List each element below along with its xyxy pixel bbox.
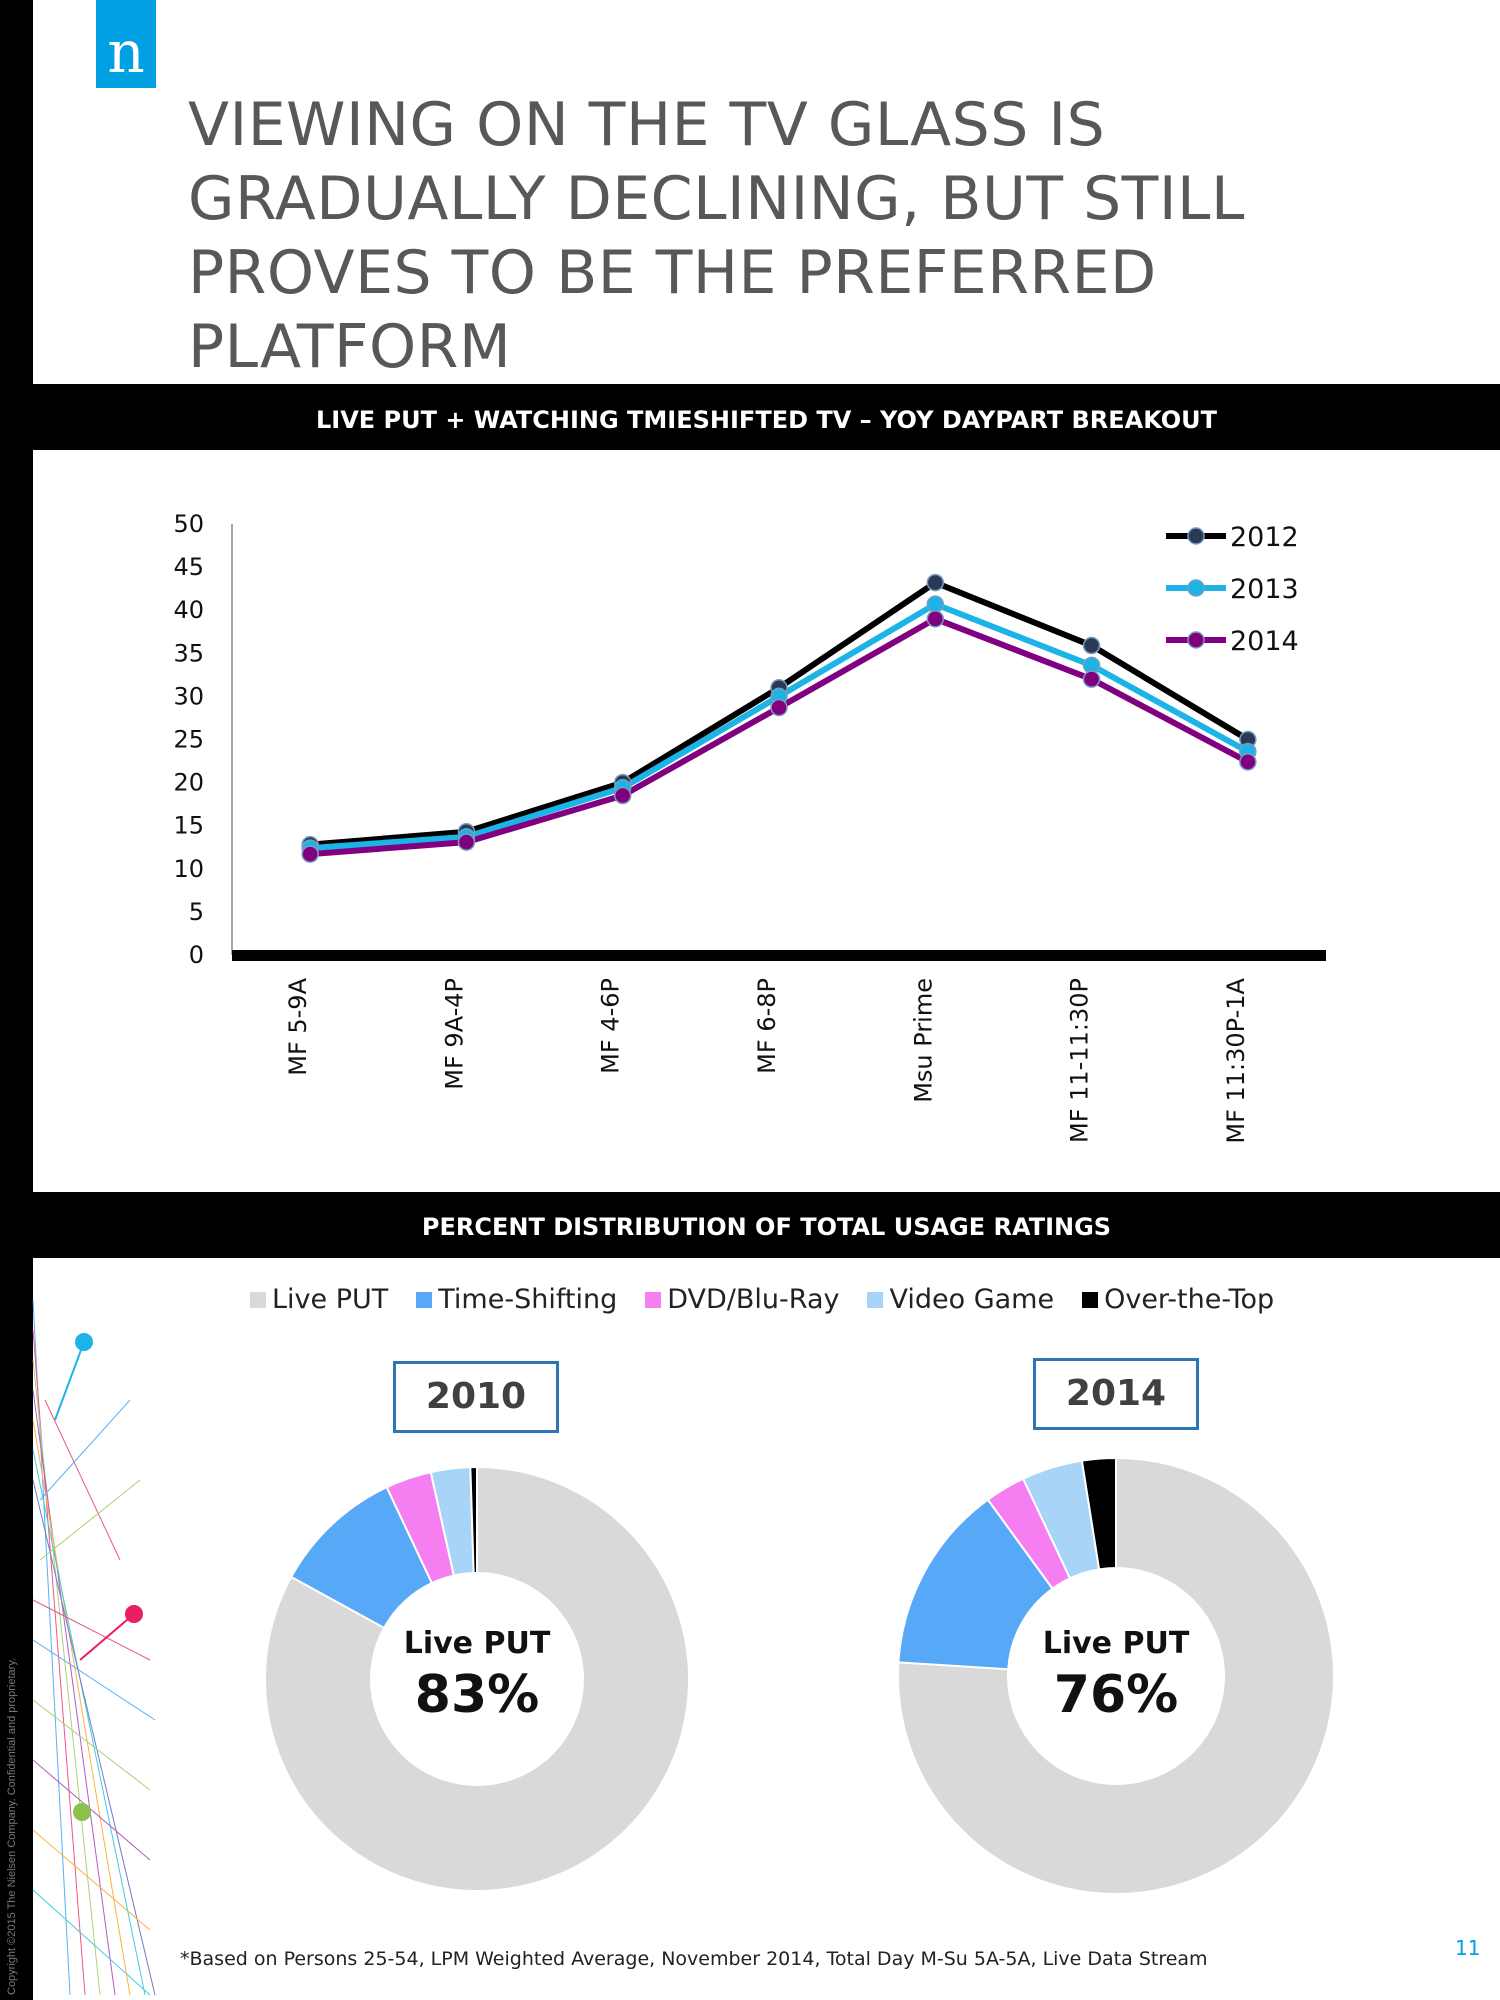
legend-marker-2013 [1187, 579, 1205, 597]
y-tick-label: 0 [189, 941, 204, 969]
slice-live-put [897, 1456, 1335, 1895]
slice-over-the-top [1080, 1456, 1117, 1571]
y-tick-label: 15 [173, 812, 204, 840]
series-point-2012 [1082, 636, 1101, 655]
left-decorative-strip [0, 0, 33, 2000]
y-tick-label: 5 [189, 898, 204, 926]
donut-2010-year-label: 2010 [393, 1361, 559, 1433]
donut-2010-center-title: Live PUT [403, 1626, 551, 1661]
decorative-dot-blue [75, 1333, 93, 1351]
legend-swatch-ott [1082, 1291, 1099, 1308]
series-point-2014 [301, 845, 319, 863]
nielsen-logo: n [96, 0, 156, 88]
legend-label-2013: 2013 [1230, 574, 1299, 605]
series-point-2012 [926, 573, 945, 592]
legend-label-video-game: Video Game [889, 1284, 1055, 1315]
series-point-2014 [1239, 753, 1257, 771]
donut-2014-center-title: Live PUT [1042, 1626, 1190, 1661]
y-tick-label: 25 [173, 726, 204, 754]
slice-over-the-top [469, 1465, 478, 1575]
y-tick-label: 50 [173, 510, 204, 538]
legend-item-ott: Over-the-Top [1082, 1284, 1274, 1315]
donut-2010-center-value: 83% [414, 1665, 540, 1725]
mesh-pattern [32, 1299, 156, 1996]
series-point-2014 [770, 698, 788, 717]
donut-2014-year-label: 2014 [1033, 1358, 1199, 1430]
slice-live-put [264, 1465, 690, 1892]
x-tick-label: MF 4-6P [597, 978, 625, 1074]
x-tick-label: MF 5-9A [284, 977, 312, 1075]
decorative-dot-red [125, 1605, 143, 1623]
donut-section-title: PERCENT DISTRIBUTION OF TOTAL USAGE RATI… [33, 1192, 1500, 1258]
series-point-2014 [1082, 670, 1101, 688]
series-point-2014 [613, 786, 632, 805]
y-tick-label: 40 [173, 596, 204, 624]
legend-label-live-put: Live PUT [272, 1284, 389, 1315]
donut-legend: Live PUT Time-Shifting DVD/Blu-Ray Video… [250, 1284, 1274, 1315]
y-tick-label: 20 [173, 769, 204, 797]
x-tick-label: MF 11-11:30P [1066, 978, 1094, 1143]
legend-item-time-shifting: Time-Shifting [416, 1284, 617, 1315]
page-title: VIEWING ON THE TV GLASS IS GRADUALLY DEC… [188, 90, 1245, 382]
legend-item-dvd: DVD/Blu-Ray [645, 1284, 839, 1315]
legend-label-ott: Over-the-Top [1104, 1284, 1275, 1315]
donut-2010-center-label: Live PUT 83% [367, 1626, 587, 1725]
y-tick-label: 35 [173, 639, 204, 667]
legend-swatch-video-game [867, 1291, 884, 1308]
legend-marker-2014 [1187, 631, 1205, 649]
decorative-dot-green [73, 1803, 91, 1821]
x-tick-label: MF 11:30P-1A [1222, 977, 1250, 1143]
legend-swatch-dvd [645, 1291, 662, 1308]
legend-label-time-shifting: Time-Shifting [438, 1284, 618, 1315]
series-point-2014 [926, 610, 945, 628]
y-tick-label: 30 [173, 682, 204, 710]
legend-swatch-time-shifting [416, 1291, 433, 1308]
page-number: 11 [1455, 1936, 1481, 1960]
legend-swatch-live-put [250, 1291, 266, 1308]
slice-time-shifting [897, 1498, 1054, 1671]
legend-item-live-put: Live PUT [250, 1284, 388, 1315]
series-point-2014 [457, 833, 476, 851]
y-tick-label: 45 [173, 553, 204, 581]
footnote: *Based on Persons 25-54, LPM Weighted Av… [180, 1948, 1208, 1970]
x-tick-label: MF 9A-4P [440, 978, 468, 1090]
legend-item-video-game: Video Game [867, 1284, 1054, 1315]
legend-label-dvd: DVD/Blu-Ray [667, 1284, 840, 1315]
x-tick-label: Msu Prime [909, 978, 937, 1103]
donut-2014 [897, 1456, 1335, 1895]
legend-marker-2012 [1187, 527, 1205, 545]
legend-label-2012: 2012 [1230, 522, 1299, 553]
donut-2010 [264, 1465, 690, 1892]
y-tick-label: 10 [173, 855, 204, 883]
line-chart-section-title: LIVE PUT + WATCHING TMIESHIFTED TV – YOY… [33, 384, 1500, 450]
x-axis-bar [232, 950, 1326, 961]
donut-2014-center-label: Live PUT 76% [1006, 1626, 1226, 1725]
donut-2014-center-value: 76% [1053, 1665, 1179, 1725]
legend-label-2014: 2014 [1230, 626, 1299, 657]
x-tick-label: MF 6-8P [753, 978, 781, 1074]
